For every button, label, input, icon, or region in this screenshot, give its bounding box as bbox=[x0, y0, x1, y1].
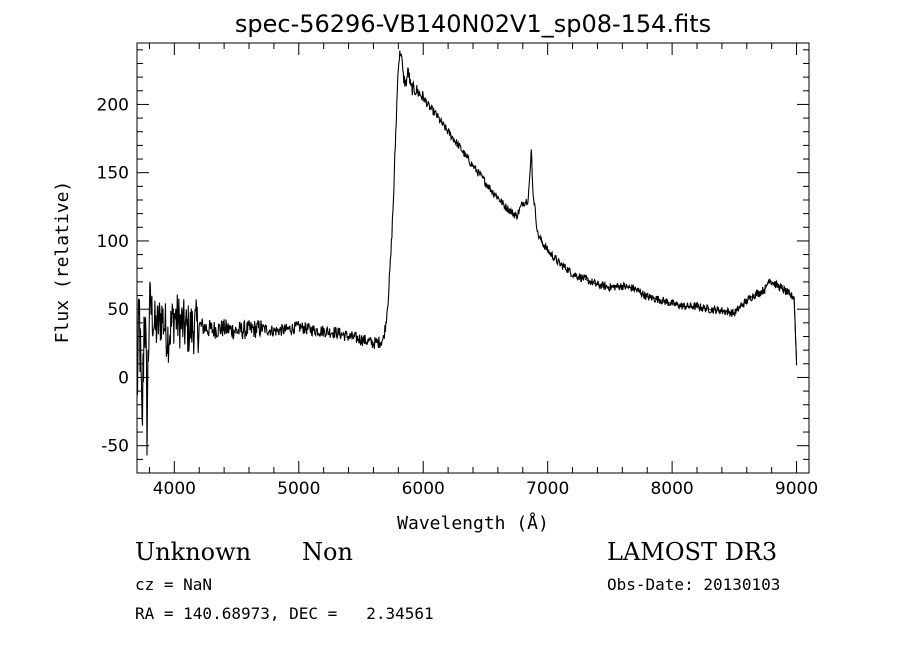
x-tick-label: 6000 bbox=[402, 479, 445, 499]
chart-title: spec-56296-VB140N02V1_sp08-154.fits bbox=[235, 10, 711, 38]
y-axis-label: Flux (relative) bbox=[52, 181, 73, 344]
x-axis-label: Wavelength (Å) bbox=[397, 512, 549, 534]
x-tick-label: 4000 bbox=[153, 479, 196, 499]
x-tick-label: 8000 bbox=[650, 479, 693, 499]
x-tick-label: 7000 bbox=[526, 479, 569, 499]
redshift-cz: cz = NaN bbox=[135, 575, 213, 594]
y-tick-label: 100 bbox=[97, 232, 129, 252]
spectrum-line bbox=[136, 50, 798, 456]
ra-dec-coordinates: RA = 140.68973, DEC = 2.34561 bbox=[135, 604, 434, 623]
object-subclass: Non bbox=[302, 538, 353, 566]
survey-name: LAMOST DR3 bbox=[607, 538, 778, 566]
y-tick-label: -50 bbox=[101, 437, 129, 457]
axis-tick-labels: 4000 5000 6000 7000 8000 9000 -50 0 50 100 150 200 bbox=[97, 95, 819, 499]
x-tick-label: 9000 bbox=[775, 479, 818, 499]
x-tick-label: 5000 bbox=[277, 479, 320, 499]
y-tick-label: 0 bbox=[118, 368, 129, 388]
spectrum-noise bbox=[584, 278, 798, 364]
y-tick-label: 200 bbox=[97, 95, 129, 115]
axis-ticks bbox=[137, 43, 809, 473]
y-tick-label: 50 bbox=[107, 300, 129, 320]
observation-date: Obs-Date: 20130103 bbox=[607, 575, 781, 594]
plot-frame bbox=[136, 42, 810, 474]
object-class: Unknown bbox=[135, 538, 252, 566]
y-tick-label: 150 bbox=[97, 164, 129, 184]
